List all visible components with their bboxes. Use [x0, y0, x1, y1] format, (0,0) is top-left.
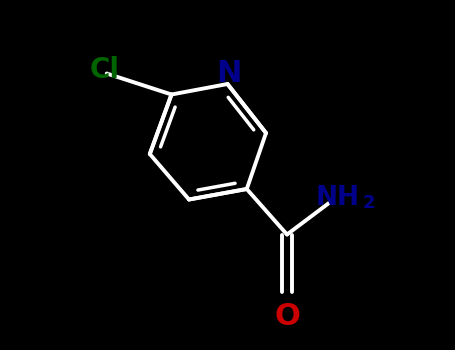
Text: Cl: Cl — [90, 56, 120, 84]
Text: O: O — [275, 302, 301, 331]
Text: 2: 2 — [363, 194, 375, 212]
Text: NH: NH — [316, 185, 360, 211]
Text: N: N — [217, 59, 242, 88]
